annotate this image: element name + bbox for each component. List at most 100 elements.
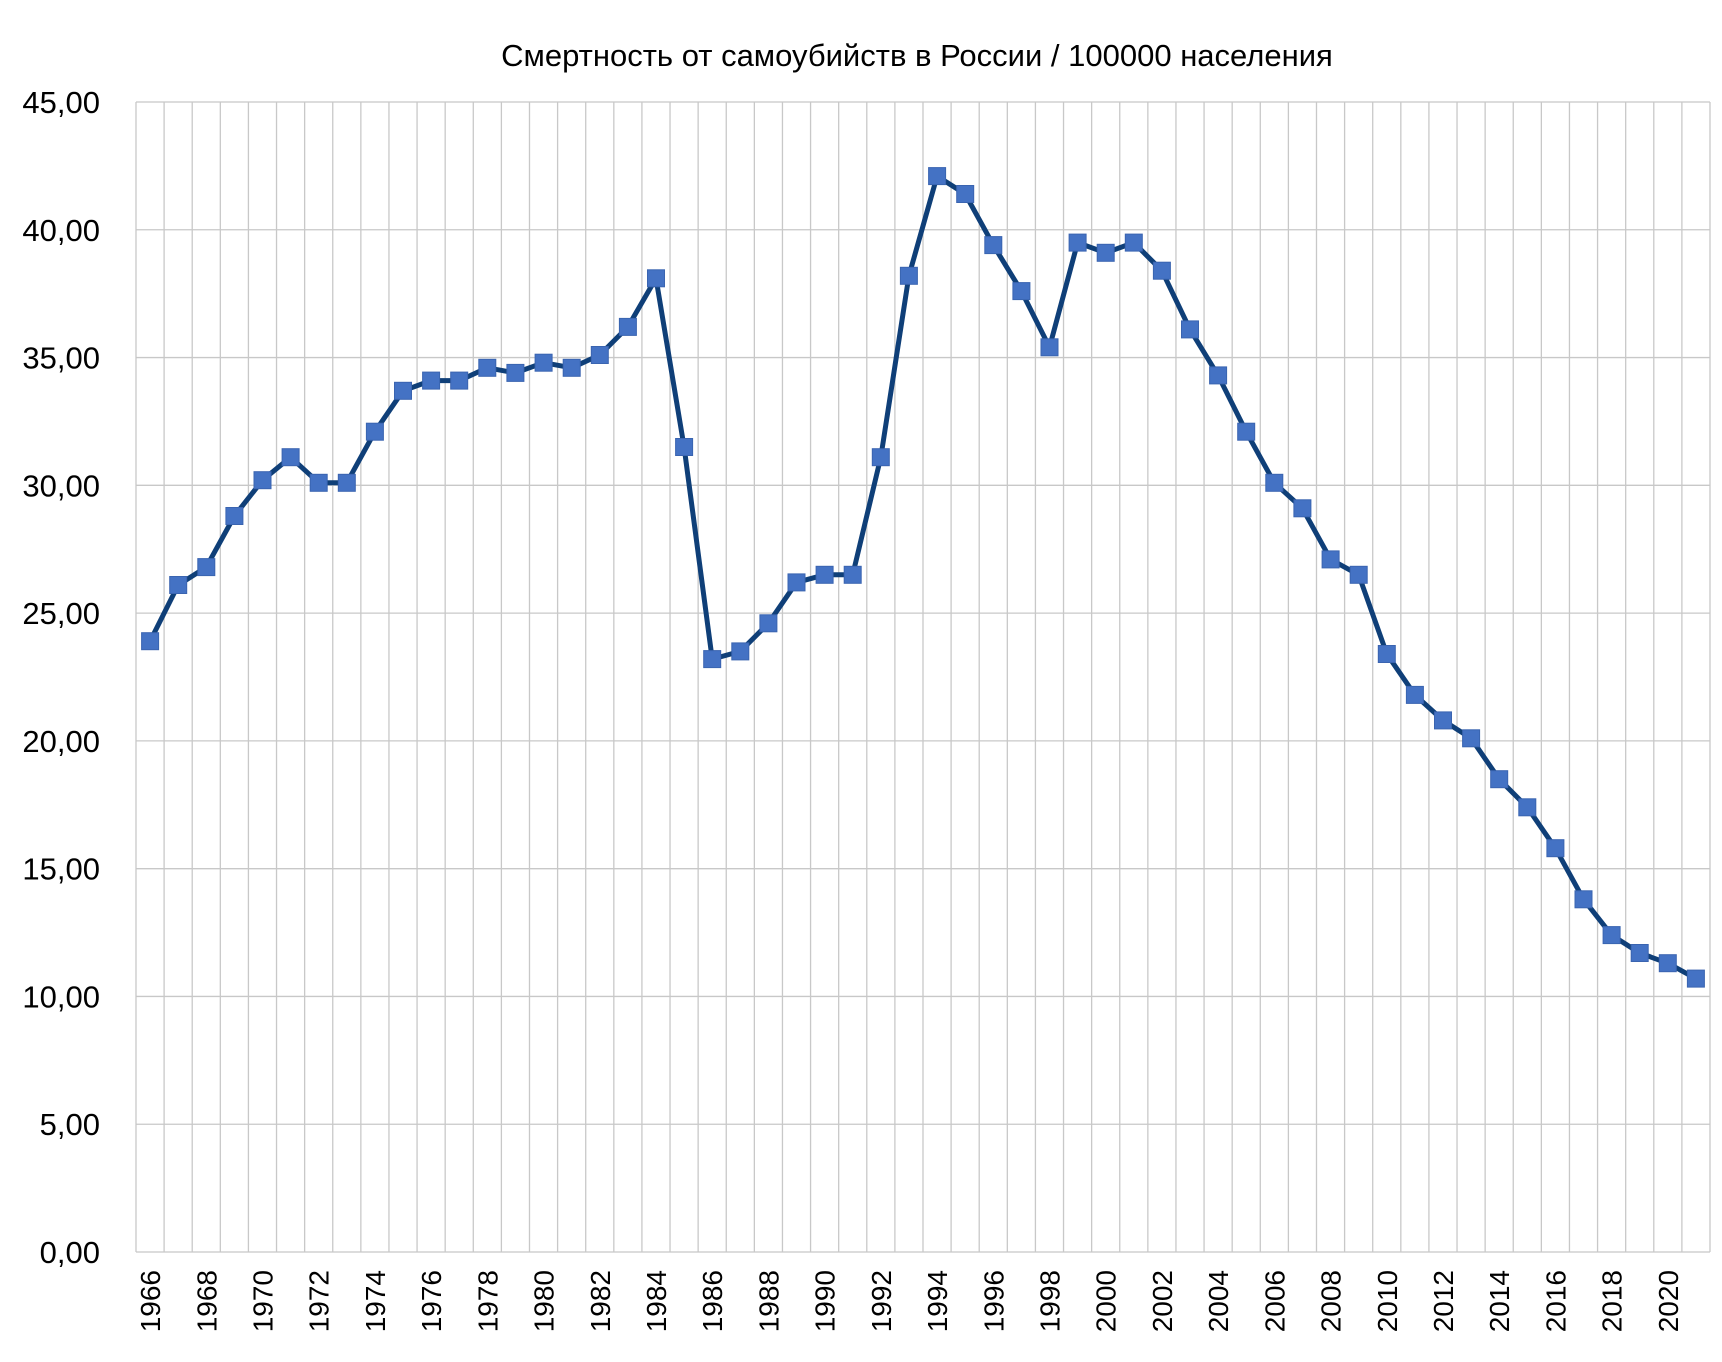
data-point-2019 (1630, 944, 1649, 962)
data-point-1982 (590, 346, 609, 364)
data-point-2000 (1096, 243, 1115, 262)
data-point-2002 (1152, 261, 1171, 280)
x-tick-label: 2010 (1372, 1270, 1403, 1332)
data-point-2016 (1546, 839, 1565, 858)
x-tick-label: 1986 (697, 1270, 728, 1332)
data-point-2005 (1237, 422, 1256, 441)
x-tick-label: 1966 (135, 1270, 166, 1332)
x-tick-label: 1972 (304, 1270, 335, 1332)
data-point-2008 (1321, 550, 1340, 569)
x-tick-label: 1984 (641, 1270, 672, 1332)
data-point-1992 (871, 448, 890, 467)
x-tick-label: 1990 (810, 1270, 841, 1332)
x-tick-label: 1970 (247, 1270, 278, 1332)
data-point-1984 (647, 269, 665, 288)
x-tick-label: 2002 (1147, 1270, 1178, 1332)
data-point-2015 (1518, 798, 1537, 817)
y-tick-label: 45,00 (22, 85, 100, 120)
data-point-1970 (253, 471, 272, 490)
x-tick-label: 2016 (1540, 1270, 1571, 1332)
y-axis-ticks: 0,00 5,00 10,00 15,00 20,00 25,00 30,00 35,00 40… (22, 85, 100, 1270)
data-point-2012 (1434, 711, 1452, 730)
data-point-1967 (169, 576, 188, 594)
y-tick-label: 25,00 (22, 596, 100, 631)
data-point-2018 (1602, 926, 1621, 945)
data-point-2011 (1405, 685, 1424, 704)
data-point-1975 (394, 381, 412, 400)
x-axis-ticks: 1966 1968 1970 1972 1974 1976 1978 1980 1982 1984… (135, 1270, 1684, 1332)
y-tick-label: 35,00 (22, 341, 100, 376)
data-point-1994 (928, 167, 947, 186)
data-point-1973 (337, 473, 356, 492)
data-point-1978 (478, 358, 497, 377)
x-tick-label: 2008 (1316, 1270, 1347, 1332)
data-point-1995 (956, 185, 975, 203)
grid (135, 101, 1711, 1253)
data-point-1999 (1068, 233, 1087, 252)
y-tick-label: 20,00 (22, 724, 100, 759)
data-point-1976 (422, 371, 441, 390)
x-tick-label: 1980 (529, 1270, 560, 1332)
x-tick-label: 2018 (1597, 1270, 1628, 1332)
x-tick-label: 2006 (1259, 1270, 1290, 1332)
data-point-2017 (1574, 890, 1593, 909)
data-point-1974 (365, 422, 384, 441)
x-tick-label: 2020 (1653, 1270, 1684, 1332)
data-point-2014 (1490, 770, 1509, 789)
x-tick-label: 1998 (1034, 1270, 1065, 1332)
data-point-1980 (534, 353, 553, 372)
y-tick-label: 15,00 (22, 852, 100, 887)
y-tick-label: 30,00 (22, 468, 100, 503)
data-point-2006 (1265, 473, 1284, 492)
x-tick-label: 2012 (1428, 1270, 1459, 1332)
x-tick-label: 1988 (753, 1270, 784, 1332)
data-point-1998 (1040, 338, 1059, 357)
data-point-2010 (1377, 645, 1396, 663)
x-tick-label: 1976 (416, 1270, 447, 1332)
x-tick-label: 1978 (472, 1270, 503, 1332)
x-tick-label: 2004 (1203, 1270, 1234, 1332)
x-tick-label: 2014 (1484, 1270, 1515, 1332)
data-point-1990 (815, 565, 834, 584)
chart-title: Смертность от самоубийств в России / 100… (501, 38, 1333, 73)
y-tick-label: 5,00 (40, 1107, 100, 1142)
data-point-1987 (731, 642, 750, 661)
data-point-1991 (843, 565, 862, 584)
data-point-1997 (1012, 282, 1031, 301)
data-point-1971 (281, 448, 300, 467)
data-point-2001 (1124, 233, 1143, 252)
data-point-2009 (1349, 565, 1368, 584)
data-point-1981 (562, 358, 581, 377)
data-point-1989 (787, 573, 806, 592)
data-point-1988 (759, 614, 778, 633)
data-point-2007 (1293, 499, 1312, 518)
x-tick-label: 1968 (191, 1270, 222, 1332)
data-point-1977 (450, 371, 469, 390)
data-point-2021 (1686, 969, 1705, 988)
data-point-1969 (225, 507, 244, 525)
x-tick-label: 1992 (866, 1270, 897, 1332)
data-point-1983 (618, 317, 637, 336)
data-point-1972 (309, 473, 328, 492)
y-tick-label: 10,00 (22, 979, 100, 1014)
y-tick-label: 40,00 (22, 213, 100, 248)
data-point-2003 (1181, 320, 1199, 339)
data-point-1985 (675, 438, 694, 456)
data-point-1968 (197, 558, 216, 577)
data-point-1993 (899, 266, 918, 285)
data-point-2013 (1462, 729, 1481, 748)
data-point-1996 (984, 236, 1003, 255)
data-point-2020 (1658, 954, 1677, 973)
data-point-1979 (506, 363, 525, 382)
data-point-1966 (141, 632, 160, 651)
x-tick-label: 2000 (1091, 1270, 1122, 1332)
data-point-2004 (1209, 366, 1228, 385)
x-tick-label: 1994 (922, 1270, 953, 1332)
x-tick-label: 1974 (360, 1270, 391, 1332)
y-tick-label: 0,00 (40, 1235, 100, 1270)
x-tick-label: 1982 (585, 1270, 616, 1332)
data-point-1986 (703, 650, 722, 669)
series-suicide-rate (141, 167, 1705, 988)
